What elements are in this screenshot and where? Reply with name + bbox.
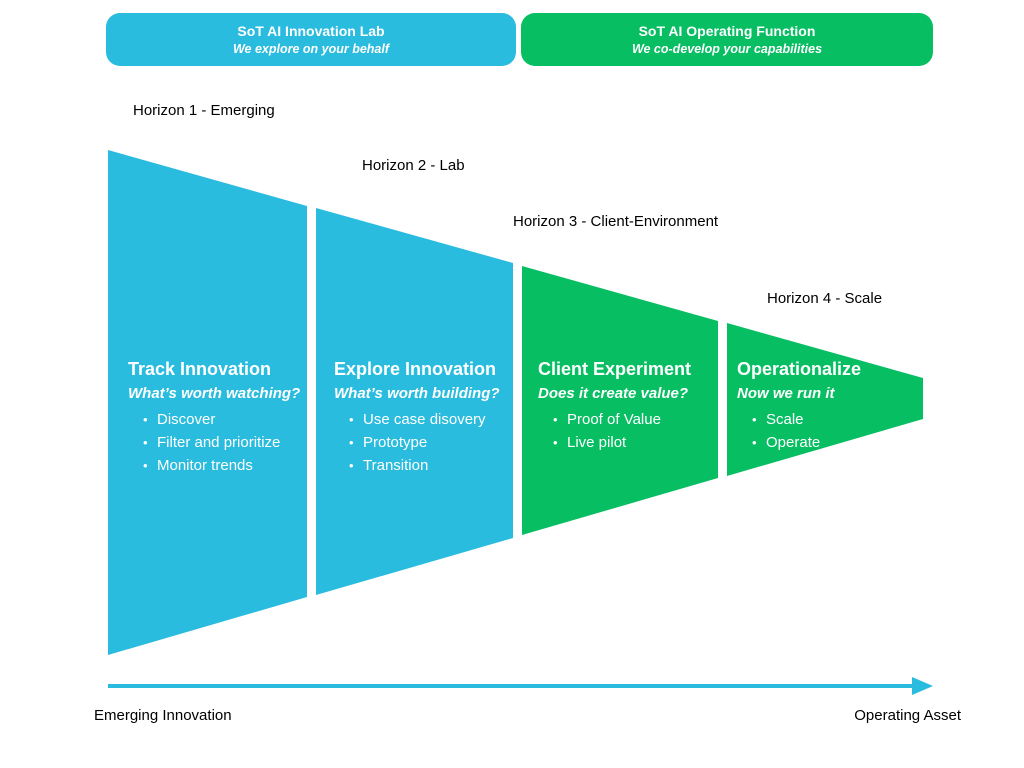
bullet-item: • Filter and prioritize <box>128 431 318 454</box>
bullet-item: • Transition <box>334 454 524 477</box>
bullet-text: Scale <box>766 411 804 428</box>
bullet-dot-icon: • <box>349 458 354 473</box>
bullet-dot-icon: • <box>143 435 148 450</box>
axis-right-label: Operating Asset <box>854 707 961 724</box>
segment-title: Explore Innovation <box>334 359 497 379</box>
segment-bullet-list: • Scale • Operate <box>737 408 927 454</box>
segment-title: Operationalize <box>737 359 862 379</box>
bullet-text: Operate <box>766 434 821 451</box>
horizon-2-label: Horizon 2 - Lab <box>362 157 465 174</box>
bullet-item: • Discover <box>128 408 318 431</box>
operating-function-pill-title: SoT AI Operating Function <box>638 22 816 39</box>
funnel-segment-client-shape <box>522 266 718 535</box>
segment-question: Does it create value? <box>538 385 689 402</box>
segment-client-experiment-text: Client Experiment Does it create value? … <box>538 359 728 454</box>
bullet-item: • Use case disovery <box>334 408 524 431</box>
bullet-text: Filter and prioritize <box>157 434 281 451</box>
bullet-dot-icon: • <box>752 435 757 450</box>
segment-title: Client Experiment <box>538 359 692 379</box>
segment-bullet-list: • Use case disovery • Prototype • Transi… <box>334 408 524 477</box>
bullet-dot-icon: • <box>553 412 558 427</box>
bullet-item: • Monitor trends <box>128 454 318 477</box>
bullet-text: Prototype <box>363 434 428 451</box>
segment-question: What’s worth building? <box>334 385 500 402</box>
bullet-text: Monitor trends <box>157 457 253 474</box>
timeline-arrow-head-icon <box>912 677 933 695</box>
bullet-item: • Operate <box>737 431 927 454</box>
bullet-item: • Prototype <box>334 431 524 454</box>
horizon-3-label: Horizon 3 - Client-Environment <box>513 213 719 230</box>
funnel-segment-track-shape <box>108 150 307 655</box>
segment-track-innovation-text: Track Innovation What’s worth watching? … <box>128 359 318 477</box>
bullet-dot-icon: • <box>752 412 757 427</box>
funnel-segment-explore-shape <box>316 208 513 595</box>
segment-bullet-list: • Proof of Value • Live pilot <box>538 408 728 454</box>
bullet-dot-icon: • <box>349 412 354 427</box>
bullet-dot-icon: • <box>553 435 558 450</box>
bullet-text: Discover <box>157 411 216 428</box>
innovation-lab-pill-subtitle: We explore on your behalf <box>232 41 390 56</box>
bullet-item: • Scale <box>737 408 927 431</box>
innovation-lab-pill-title: SoT AI Innovation Lab <box>237 22 385 39</box>
bullet-text: Use case disovery <box>363 411 486 428</box>
bullet-text: Proof of Value <box>567 411 661 428</box>
innovation-lab-pill: SoT AI Innovation Lab We explore on your… <box>106 13 516 66</box>
bullet-text: Live pilot <box>567 434 627 451</box>
segment-operationalize-text: Operationalize Now we run it • Scale • O… <box>737 359 927 454</box>
bullet-dot-icon: • <box>143 458 148 473</box>
segment-question: What’s worth watching? <box>128 385 301 402</box>
horizon-1-label: Horizon 1 - Emerging <box>133 102 275 119</box>
operating-function-pill-subtitle: We co-develop your capabilities <box>631 41 823 56</box>
bullet-dot-icon: • <box>349 435 354 450</box>
bullet-dot-icon: • <box>143 412 148 427</box>
funnel-segment-operationalize-shape <box>727 323 923 476</box>
bullet-text: Transition <box>363 457 429 474</box>
bullet-item: • Live pilot <box>538 431 728 454</box>
axis-left-label: Emerging Innovation <box>94 707 232 724</box>
segment-explore-innovation-text: Explore Innovation What’s worth building… <box>334 359 524 477</box>
segment-bullet-list: • Discover • Filter and prioritize • Mon… <box>128 408 318 477</box>
operating-function-pill: SoT AI Operating Function We co-develop … <box>521 13 933 66</box>
bullet-item: • Proof of Value <box>538 408 728 431</box>
horizon-4-label: Horizon 4 - Scale <box>767 290 883 307</box>
segment-title: Track Innovation <box>128 359 272 379</box>
segment-question: Now we run it <box>737 385 835 402</box>
